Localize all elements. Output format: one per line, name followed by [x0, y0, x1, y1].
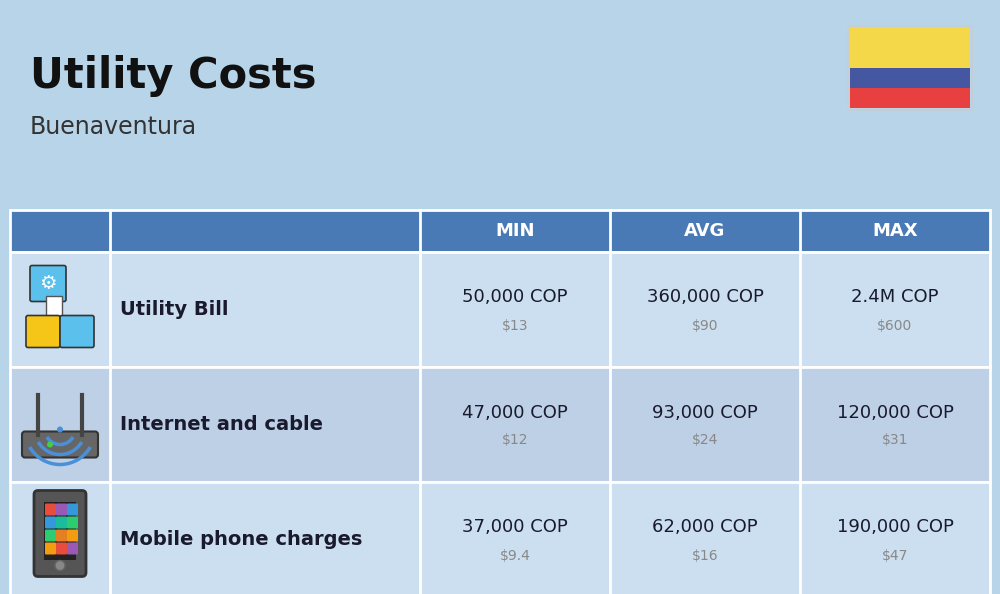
Bar	[10, 367, 990, 482]
Circle shape	[47, 441, 53, 447]
Bar	[850, 68, 970, 88]
Text: $600: $600	[877, 318, 913, 333]
Bar	[10, 482, 990, 594]
Text: 62,000 COP: 62,000 COP	[652, 519, 758, 536]
FancyBboxPatch shape	[56, 529, 67, 542]
Text: Internet and cable: Internet and cable	[120, 415, 323, 434]
Text: 190,000 COP: 190,000 COP	[837, 519, 953, 536]
Text: $90: $90	[692, 318, 718, 333]
Bar	[44, 501, 76, 560]
Text: 360,000 COP: 360,000 COP	[647, 289, 763, 307]
Text: 120,000 COP: 120,000 COP	[837, 403, 953, 422]
FancyBboxPatch shape	[26, 315, 60, 347]
Bar	[10, 210, 990, 252]
FancyBboxPatch shape	[56, 504, 67, 516]
Text: MAX: MAX	[872, 222, 918, 240]
Text: $12: $12	[502, 434, 528, 447]
FancyBboxPatch shape	[67, 517, 78, 529]
Circle shape	[55, 561, 65, 570]
FancyBboxPatch shape	[45, 504, 56, 516]
FancyBboxPatch shape	[56, 542, 67, 555]
Text: AVG: AVG	[684, 222, 726, 240]
Circle shape	[57, 426, 63, 432]
FancyBboxPatch shape	[67, 529, 78, 542]
Text: $16: $16	[692, 548, 718, 563]
Text: Utility Costs: Utility Costs	[30, 55, 316, 97]
Text: Buenaventura: Buenaventura	[30, 115, 197, 139]
Text: $9.4: $9.4	[500, 548, 530, 563]
Text: ⚙: ⚙	[39, 274, 57, 293]
FancyBboxPatch shape	[30, 266, 66, 302]
Text: Utility Bill: Utility Bill	[120, 300, 228, 319]
Bar	[850, 88, 970, 108]
FancyBboxPatch shape	[56, 517, 67, 529]
FancyBboxPatch shape	[45, 529, 56, 542]
Bar	[10, 252, 990, 367]
Text: $31: $31	[882, 434, 908, 447]
Text: Mobile phone charges: Mobile phone charges	[120, 530, 362, 549]
FancyBboxPatch shape	[22, 431, 98, 457]
FancyBboxPatch shape	[45, 517, 56, 529]
Text: 37,000 COP: 37,000 COP	[462, 519, 568, 536]
FancyBboxPatch shape	[45, 542, 56, 555]
Text: $13: $13	[502, 318, 528, 333]
FancyBboxPatch shape	[34, 491, 86, 577]
Bar	[46, 295, 62, 315]
Text: 50,000 COP: 50,000 COP	[462, 289, 568, 307]
Bar	[850, 28, 970, 68]
Text: MIN: MIN	[495, 222, 535, 240]
Text: 93,000 COP: 93,000 COP	[652, 403, 758, 422]
Text: $24: $24	[692, 434, 718, 447]
Text: 47,000 COP: 47,000 COP	[462, 403, 568, 422]
Text: $47: $47	[882, 548, 908, 563]
FancyBboxPatch shape	[67, 504, 78, 516]
Text: 2.4M COP: 2.4M COP	[851, 289, 939, 307]
FancyBboxPatch shape	[67, 542, 78, 555]
FancyBboxPatch shape	[60, 315, 94, 347]
